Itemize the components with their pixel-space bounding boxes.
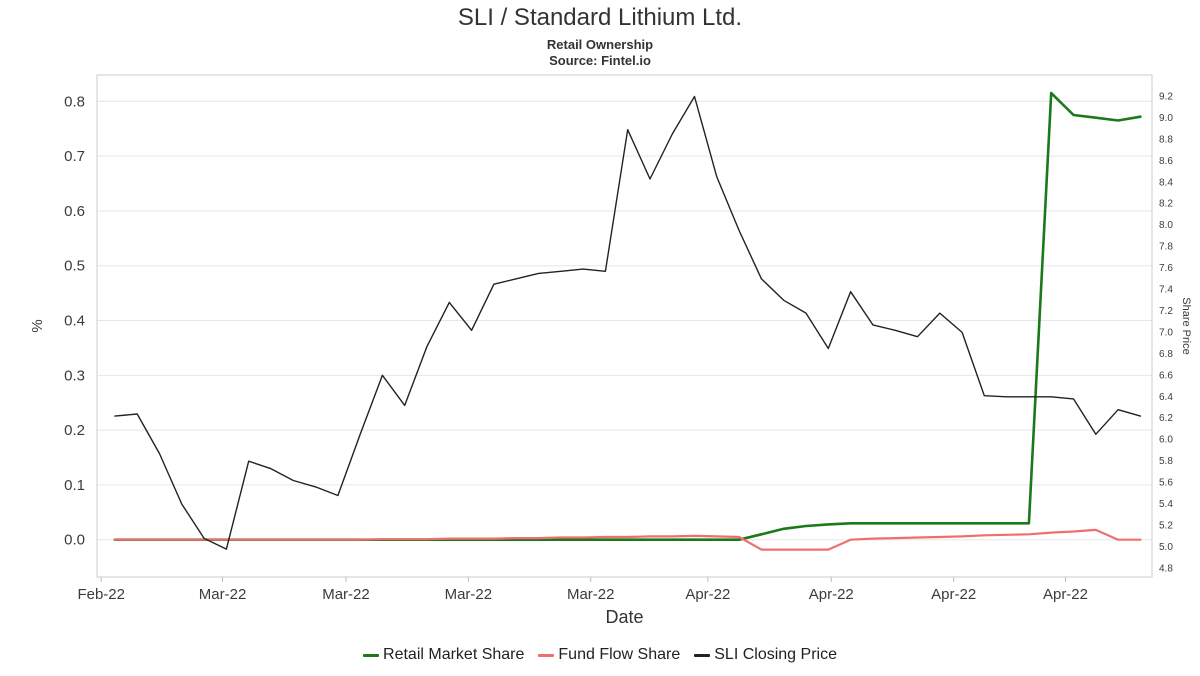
right-axis-tick-label: 8.8 (1159, 134, 1173, 145)
left-axis-title: % (29, 319, 46, 332)
legend-label: SLI Closing Price (714, 646, 837, 663)
x-axis-tick-label: Feb-22 (77, 586, 125, 603)
right-axis-tick-label: 7.6 (1159, 263, 1173, 274)
left-axis-tick-label: 0.2 (64, 422, 85, 439)
left-axis-tick-label: 0.7 (64, 148, 85, 165)
left-axis-tick-label: 0.0 (64, 532, 85, 549)
chart-subtitle: Retail Ownership (546, 37, 654, 52)
right-axis-tick-label: 8.2 (1159, 199, 1173, 210)
plot-border (96, 74, 1153, 578)
right-axis-tick-label: 8.6 (1159, 156, 1173, 167)
right-axis-tick-label: 8.0 (1159, 220, 1173, 231)
right-axis-tick-label: 5.2 (1159, 521, 1173, 532)
right-axis-tick-label: 8.4 (1159, 177, 1173, 188)
right-axis-tick-label: 5.6 (1159, 478, 1173, 489)
legend-line-swatch-red (538, 653, 555, 657)
right-axis-tick-label: 7.8 (1159, 242, 1173, 253)
left-axis-tick-label: 0.6 (64, 203, 85, 220)
right-axis-tick-label: 7.4 (1159, 285, 1173, 296)
right-axis-tick-label: 4.8 (1159, 563, 1173, 574)
left-axis-tick-label: 0.5 (64, 258, 85, 275)
x-axis-tick-label: Apr-22 (931, 586, 976, 603)
legend-label: Retail Market Share (383, 646, 525, 663)
legend-item-fund-flow-share: Fund Flow Share (538, 646, 680, 664)
chart-title: SLI / Standard Lithium Ltd. (457, 4, 743, 31)
right-axis-tick-label: 7.2 (1159, 306, 1173, 317)
x-axis-tick-label: Mar-22 (199, 586, 247, 603)
x-axis-tick-label: Apr-22 (809, 586, 854, 603)
series-line-fund-flow-share (113, 528, 1142, 551)
right-axis-tick-label: 6.4 (1159, 392, 1173, 403)
legend-line-swatch-green (363, 653, 380, 657)
legend-label: Fund Flow Share (558, 646, 681, 663)
legend-item-sli-closing-price: SLI Closing Price (694, 646, 837, 664)
x-axis-title: Date (605, 607, 644, 627)
legend-line-swatch-black (694, 653, 711, 657)
right-axis-tick-label: 5.4 (1159, 499, 1173, 510)
chart-source-label: Source: Fintel.io (549, 53, 651, 68)
x-axis-tick-label: Mar-22 (567, 586, 615, 603)
left-axis-tick-label: 0.4 (64, 313, 85, 330)
legend: Retail Market Share Fund Flow Share SLI … (0, 646, 1200, 664)
left-axis-tick-label: 0.8 (64, 93, 85, 110)
right-axis-tick-label: 6.8 (1159, 349, 1173, 360)
left-axis-tick-label: 0.3 (64, 367, 85, 384)
right-axis-tick-label: 5.8 (1159, 456, 1173, 467)
right-axis-tick-label: 5.0 (1159, 542, 1173, 553)
right-axis-tick-label: 6.6 (1159, 370, 1173, 381)
right-axis-tick-label: 9.2 (1159, 91, 1173, 102)
series-line-retail-market-share (113, 91, 1142, 542)
series-line-sli-closing-price (114, 95, 1142, 550)
x-axis-tick-label: Apr-22 (685, 586, 730, 603)
right-axis-tick-label: 9.0 (1159, 113, 1173, 124)
x-axis-tick-label: Mar-22 (322, 586, 370, 603)
left-axis-tick-label: 0.1 (64, 477, 85, 494)
right-axis-tick-label: 6.0 (1159, 435, 1173, 446)
x-axis-tick-label: Mar-22 (445, 586, 493, 603)
right-axis-title: Share Price (1180, 297, 1192, 354)
legend-item-retail-market-share: Retail Market Share (363, 646, 524, 664)
x-axis-tick-label: Apr-22 (1043, 586, 1088, 603)
right-axis-tick-label: 6.2 (1159, 413, 1173, 424)
right-axis-tick-label: 7.0 (1159, 327, 1173, 338)
